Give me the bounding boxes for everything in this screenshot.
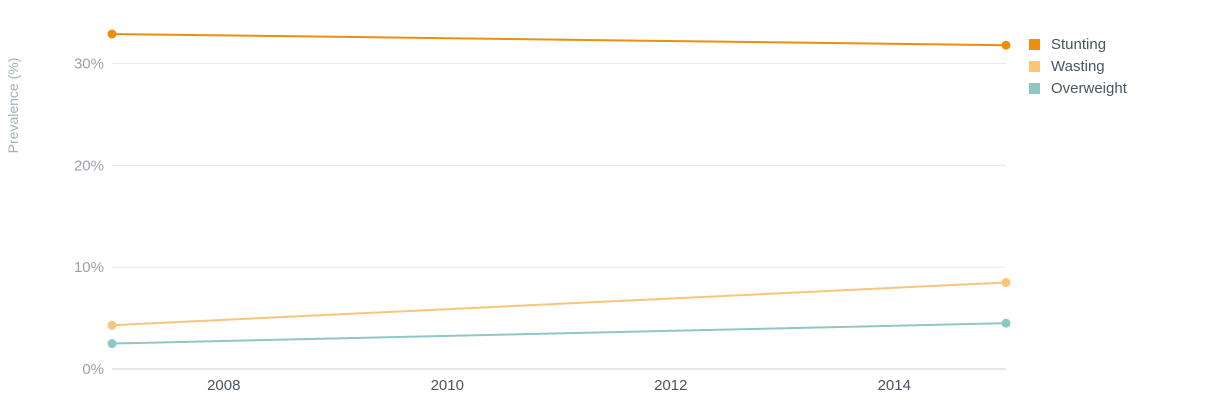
legend-swatch-stunting <box>1029 38 1040 50</box>
y-tick-label: 30% <box>74 56 104 73</box>
data-point-stunting[interactable] <box>107 29 117 39</box>
legend-swatch-overweight <box>1029 82 1040 94</box>
legend-item-wasting[interactable]: Wasting <box>1029 55 1127 77</box>
data-point-overweight[interactable] <box>107 339 117 349</box>
gridlines <box>112 63 1006 268</box>
legend-label-overweight: Overweight <box>1051 79 1127 97</box>
y-tick-label: 10% <box>74 259 104 276</box>
series-line-stunting[interactable] <box>111 33 1007 47</box>
data-point-overweight[interactable] <box>1001 318 1011 328</box>
series-group <box>107 29 1011 349</box>
y-tick-label: 0% <box>82 361 104 378</box>
series-line-overweight[interactable] <box>111 322 1007 345</box>
legend-label-wasting: Wasting <box>1051 57 1105 75</box>
data-point-stunting[interactable] <box>1001 40 1011 50</box>
y-axis-label: Prevalence (%) <box>5 58 21 154</box>
legend-label-stunting: Stunting <box>1051 35 1107 53</box>
data-point-wasting[interactable] <box>107 320 117 330</box>
series-line-wasting[interactable] <box>111 281 1007 327</box>
x-tick-label: 2008 <box>207 377 240 394</box>
y-tick-label: 20% <box>74 157 104 174</box>
x-tick-label: 2014 <box>878 377 911 394</box>
legend: Stunting Wasting Overweight <box>1029 33 1127 99</box>
legend-item-overweight[interactable]: Overweight <box>1029 77 1127 99</box>
data-point-wasting[interactable] <box>1001 277 1011 287</box>
legend-item-stunting[interactable]: Stunting <box>1029 33 1127 55</box>
x-tick-label: 2012 <box>654 377 687 394</box>
x-tick-label: 2010 <box>431 377 464 394</box>
legend-swatch-wasting <box>1029 60 1040 72</box>
axes: 0% 10% 20% 30% 2008 2010 2012 2014 <box>74 56 1006 394</box>
